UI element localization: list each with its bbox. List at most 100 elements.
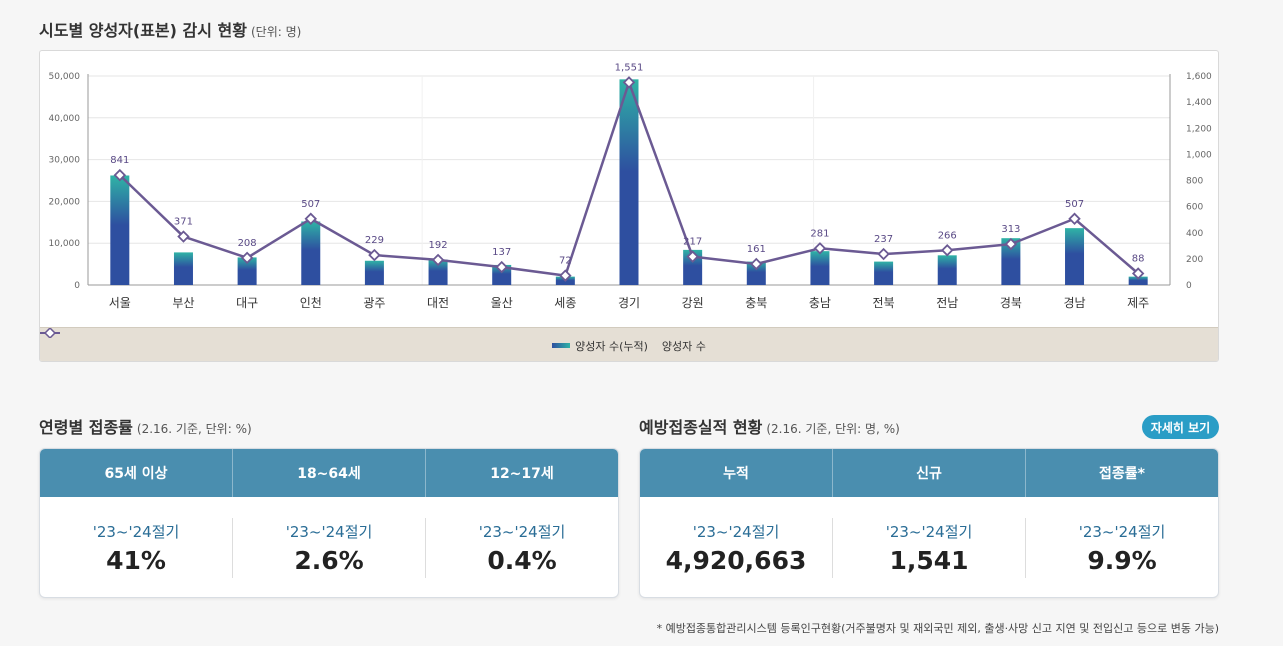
x-tick-label: 경남	[1063, 296, 1085, 310]
y-right-tick-label: 800	[1186, 177, 1203, 187]
y-right-tick-label: 0	[1186, 281, 1192, 291]
line-point	[941, 244, 954, 257]
perf-period: '23~'24절기	[692, 523, 780, 541]
line-point	[304, 212, 317, 225]
legend-line-label: 양성자 수	[661, 339, 706, 353]
chart-title: 시도별 양성자(표본) 감시 현황 (단위: 명)	[39, 17, 301, 41]
x-tick-label: 제주	[1127, 296, 1149, 310]
x-tick-label: 충북	[745, 296, 767, 310]
line-point	[495, 260, 508, 274]
age-card-body: '23~'24절기 41% '23~'24절기 2.6% '23~'24절기 0…	[40, 497, 618, 597]
legend-item-line[interactable]: 양성자 수	[40, 328, 706, 354]
age-col-header: 12~17세	[490, 466, 554, 482]
x-tick-label: 광주	[363, 296, 385, 310]
y-right-tick-label: 1,200	[1186, 124, 1212, 134]
y-right-tick-label: 400	[1186, 229, 1203, 239]
x-tick-label: 세종	[554, 296, 576, 310]
perf-card-body: '23~'24절기 4,920,663 '23~'24절기 1,541 '23~…	[640, 497, 1218, 597]
perf-section-title: 예방접종실적 현황 (2.16. 기준, 단위: 명, %)	[639, 414, 900, 438]
chart-container: 0 10,000 20,000 30,000 40,000 50,000 0 200 400 60…	[39, 50, 1219, 362]
y-right-tick-label: 1,400	[1186, 98, 1212, 108]
bar	[237, 257, 257, 285]
detail-button[interactable]: 자세히 보기	[1142, 415, 1219, 439]
x-tick-label: 강원	[682, 296, 704, 310]
data-label: 507	[1065, 199, 1084, 210]
data-label: 217	[683, 237, 702, 248]
data-label: 192	[429, 240, 448, 251]
line-point	[240, 251, 254, 265]
y-right-tick-label: 1,000	[1186, 150, 1212, 160]
perf-value: 9.9%	[1087, 546, 1157, 575]
legend-bar-label: 양성자 수(누적)	[575, 339, 648, 353]
combo-chart: 0 10,000 20,000 30,000 40,000 50,000 0 200 400 60…	[49, 62, 1213, 310]
y-left-tick-label: 20,000	[49, 197, 81, 207]
line-point	[1131, 267, 1145, 280]
bar	[428, 259, 448, 285]
age-period: '23~'24절기	[285, 523, 373, 541]
bar	[1065, 228, 1085, 285]
y-left-tick-label: 10,000	[49, 239, 81, 249]
bar	[1128, 276, 1148, 285]
data-label: 72	[559, 256, 572, 267]
data-label: 229	[365, 235, 384, 246]
x-tick-label: 전남	[936, 296, 958, 310]
perf-value: 4,920,663	[665, 546, 807, 575]
bar	[301, 221, 321, 285]
perf-col-header: 접종률*	[1099, 466, 1145, 482]
x-tick-label: 경북	[1000, 296, 1022, 310]
footnote: * 예방접종통합관리시스템 등록인구현황(거주불명자 및 재외국민 제외, 출생…	[656, 622, 1219, 635]
y-right-tick-label: 200	[1186, 255, 1203, 265]
x-tick-label: 대구	[236, 296, 258, 310]
age-value: 41%	[106, 546, 166, 575]
age-period: '23~'24절기	[92, 523, 180, 541]
chart-unit: (단위: 명)	[250, 25, 302, 39]
line-point	[813, 242, 827, 255]
x-tick-label: 울산	[491, 296, 513, 310]
data-label: 161	[747, 244, 766, 255]
bar	[810, 251, 830, 285]
data-label: 281	[810, 228, 829, 239]
bar	[173, 252, 193, 285]
age-col-header: 18~64세	[233, 449, 426, 497]
bar	[1001, 238, 1021, 285]
perf-title-text: 예방접종실적 현황	[639, 418, 763, 437]
x-tick-label: 대전	[427, 296, 449, 310]
data-label: 208	[238, 238, 257, 249]
line-point	[877, 247, 890, 261]
data-label: 237	[874, 234, 893, 245]
data-label: 313	[1001, 224, 1020, 235]
age-card-header: 65세 이상 18~64세 12~17세	[40, 449, 618, 497]
bar	[937, 255, 957, 285]
line-point	[113, 168, 127, 182]
perf-title-sub: (2.16. 기준, 단위: 명, %)	[766, 422, 900, 436]
y-left-tick-label: 0	[74, 281, 80, 291]
data-label: 88	[1132, 254, 1145, 265]
perf-card-header: 누적 신규 접종률*	[640, 449, 1218, 497]
line-point	[559, 269, 572, 282]
bar	[364, 260, 384, 285]
age-value: 0.4%	[487, 546, 557, 575]
age-cell: '23~'24절기 0.4%	[426, 518, 618, 578]
bar	[746, 261, 766, 285]
age-title-sub: (2.16. 기준, 단위: %)	[136, 422, 252, 436]
age-title-text: 연령별 접종률	[39, 418, 133, 437]
bar	[683, 249, 703, 285]
line-point	[431, 253, 445, 267]
legend-item-bar[interactable]: 양성자 수(누적)	[552, 338, 648, 354]
x-tick-label: 경기	[618, 296, 640, 310]
perf-col-header: 신규	[833, 449, 1026, 497]
y-left-tick-label: 40,000	[49, 114, 81, 124]
x-tick-label: 전북	[873, 296, 895, 310]
y-right-tick-label: 600	[1186, 203, 1203, 213]
perf-period: '23~'24절기	[1078, 523, 1166, 541]
line-point	[1004, 237, 1018, 251]
age-card: 65세 이상 18~64세 12~17세 '23~'24절기 41% '23~'…	[39, 448, 619, 598]
age-col-header: 65세 이상	[40, 449, 233, 497]
data-label: 137	[492, 247, 511, 258]
age-cell: '23~'24절기 2.6%	[233, 518, 426, 578]
x-tick-label: 부산	[172, 296, 194, 310]
perf-cell: '23~'24절기 1,541	[833, 518, 1026, 578]
data-label: 371	[174, 217, 193, 228]
x-tick-label: 인천	[300, 295, 322, 310]
y-left-tick-label: 50,000	[49, 72, 81, 82]
